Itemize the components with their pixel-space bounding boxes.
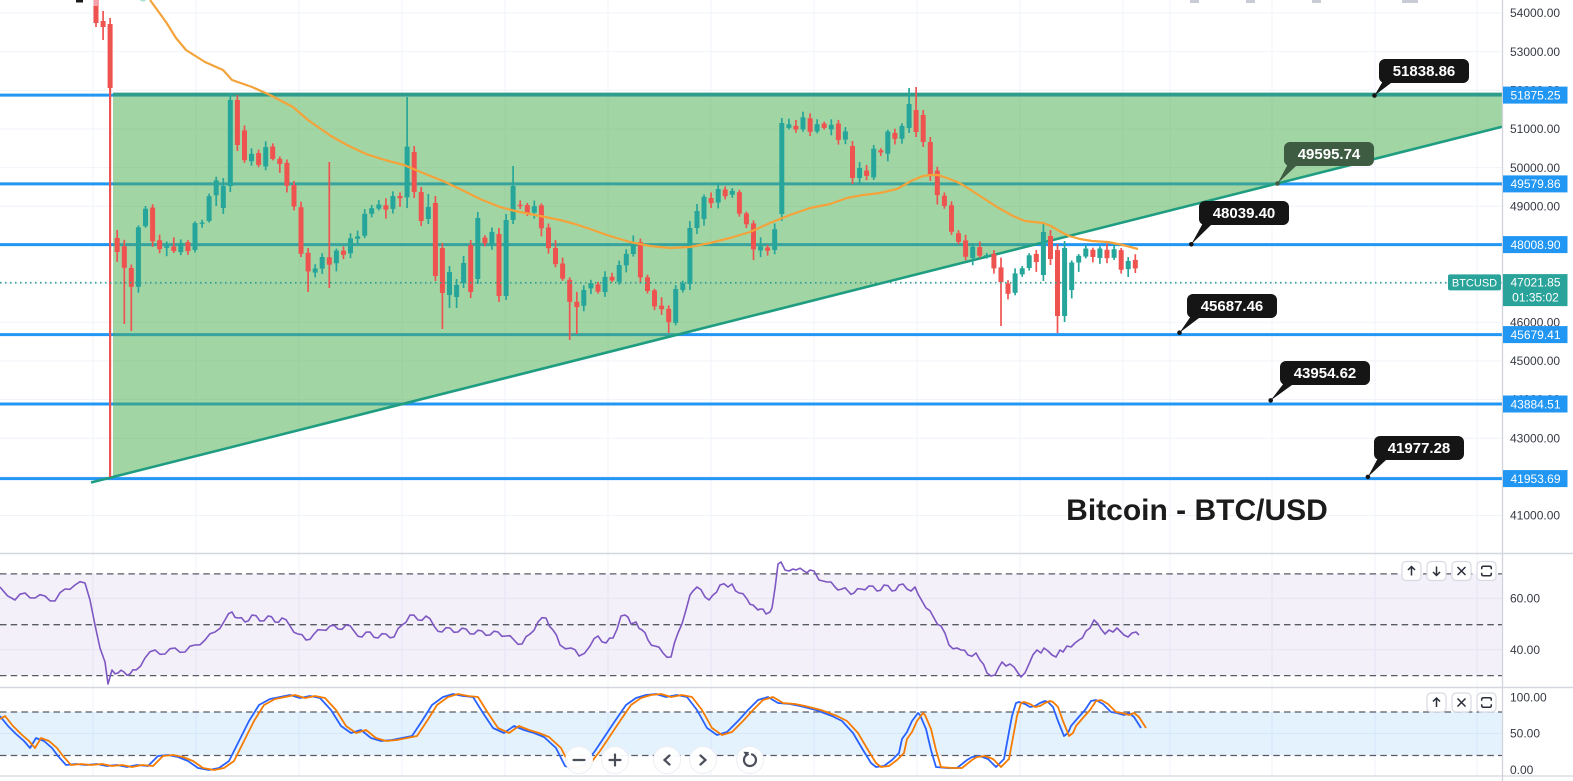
svg-text:51000.00: 51000.00 [1510, 122, 1560, 136]
svg-text:43884.51: 43884.51 [1510, 397, 1560, 411]
svg-text:41000.00: 41000.00 [1510, 509, 1560, 523]
svg-text:45687.46: 45687.46 [1201, 298, 1264, 315]
svg-text:BTCUSD: BTCUSD [1452, 278, 1497, 290]
svg-text:40.00: 40.00 [1510, 643, 1540, 657]
svg-text:45000.00: 45000.00 [1510, 354, 1560, 368]
svg-text:43000.00: 43000.00 [1510, 431, 1560, 445]
svg-text:60.00: 60.00 [1510, 592, 1540, 606]
svg-text:53000.00: 53000.00 [1510, 45, 1560, 59]
svg-text:41977.28: 41977.28 [1388, 440, 1451, 457]
svg-text:49000.00: 49000.00 [1510, 200, 1560, 214]
svg-text:48008.90: 48008.90 [1510, 238, 1560, 252]
svg-text:46000.00: 46000.00 [1510, 315, 1560, 329]
svg-text:45679.41: 45679.41 [1510, 328, 1560, 342]
svg-text:50.00: 50.00 [1510, 727, 1540, 741]
svg-text:100.00: 100.00 [1510, 691, 1547, 705]
svg-text:51838.86: 51838.86 [1393, 63, 1456, 80]
svg-text:0.00: 0.00 [1510, 763, 1534, 777]
svg-text:49595.74: 49595.74 [1298, 146, 1361, 163]
svg-text:49579.86: 49579.86 [1510, 177, 1560, 191]
svg-text:51875.25: 51875.25 [1510, 88, 1560, 102]
svg-text:43954.62: 43954.62 [1294, 365, 1357, 382]
svg-text:50000.00: 50000.00 [1510, 161, 1560, 175]
svg-text:47021.85: 47021.85 [1510, 276, 1560, 290]
svg-text:Bitcoin - BTC/USD: Bitcoin - BTC/USD [1066, 494, 1328, 527]
svg-text:01:35:02: 01:35:02 [1512, 291, 1559, 305]
svg-text:48039.40: 48039.40 [1213, 205, 1276, 222]
svg-text:41953.69: 41953.69 [1510, 472, 1560, 486]
svg-text:54000.00: 54000.00 [1510, 6, 1560, 20]
